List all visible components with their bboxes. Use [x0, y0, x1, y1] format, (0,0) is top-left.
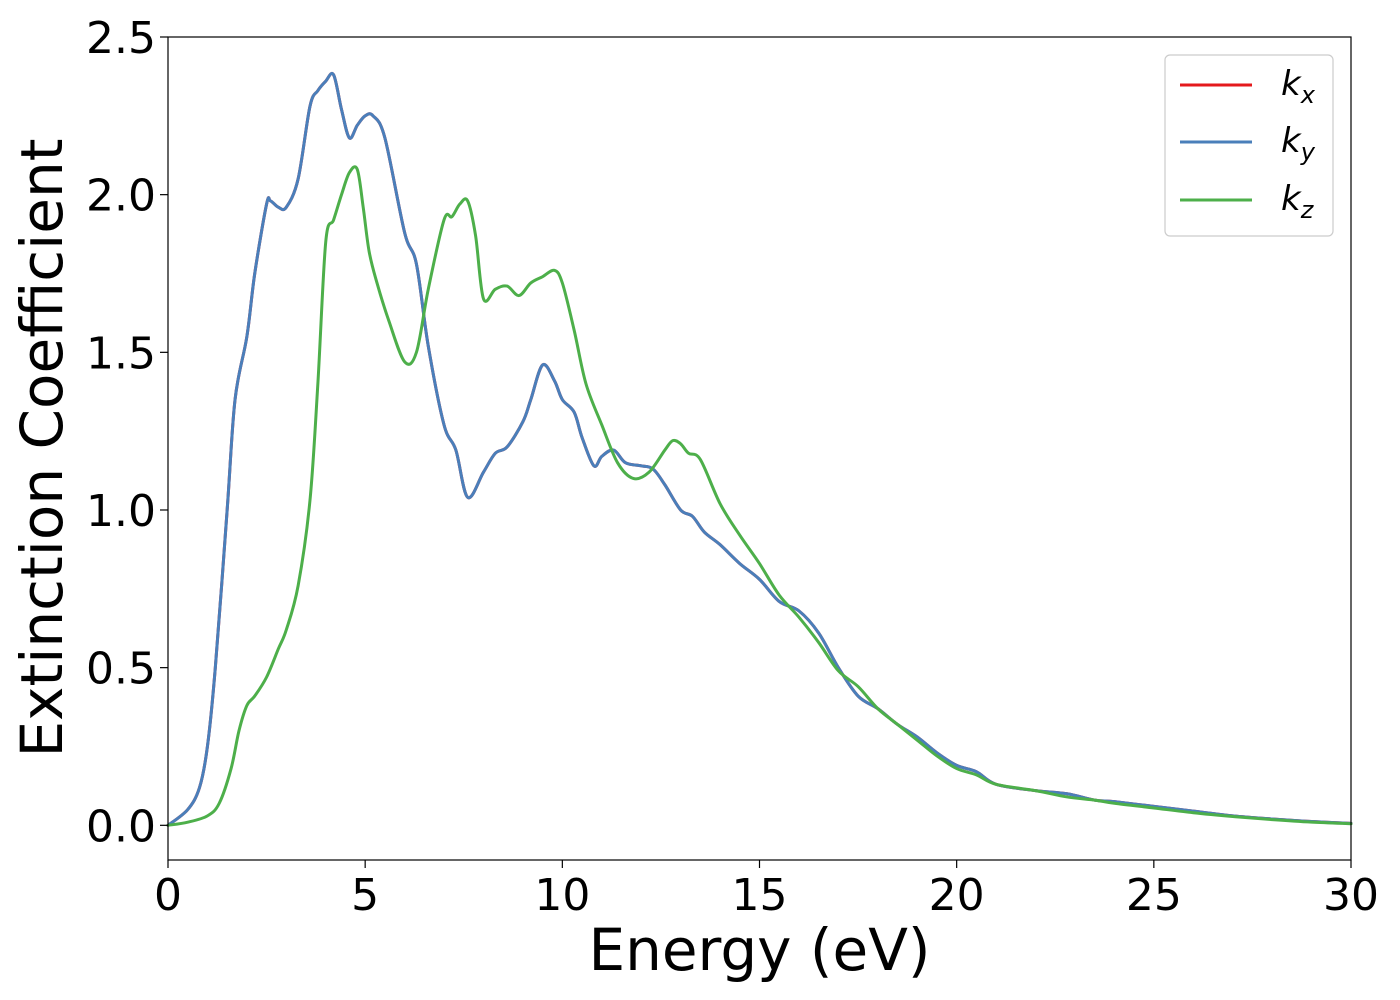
legend-label-kx: kx [1281, 64, 1316, 109]
y-tick-label: 2.0 [86, 171, 156, 222]
y-tick-label: 0.0 [86, 801, 156, 852]
y-axis-label: Extinction Coefficient [8, 139, 76, 758]
series-line-kz [166, 165, 1353, 827]
y-axis-ticks: 0.0 0.5 1.0 1.5 2.0 2.5 [86, 13, 168, 852]
legend-items: kx ky kz [1180, 64, 1316, 224]
x-tick-label: 10 [534, 870, 590, 921]
legend-label-ky: ky [1281, 121, 1316, 166]
x-axis-label: Energy (eV) [588, 916, 930, 984]
x-tick-label: 15 [732, 870, 788, 921]
x-tick-label: 5 [351, 870, 379, 921]
x-tick-label: 30 [1323, 870, 1379, 921]
x-axis-ticks: 0 5 10 15 20 25 30 [154, 860, 1379, 921]
series-line-ky [166, 71, 1353, 827]
legend-frame [1164, 54, 1334, 237]
x-tick-label: 0 [154, 870, 182, 921]
legend-label-kz: kz [1281, 179, 1315, 224]
legend: kx ky kz [1164, 54, 1334, 237]
y-tick-label: 2.5 [86, 13, 156, 64]
y-tick-label: 1.0 [86, 486, 156, 537]
x-tick-label: 25 [1126, 870, 1182, 921]
series-layer [166, 71, 1353, 827]
x-tick-label: 20 [929, 870, 985, 921]
y-tick-label: 0.5 [86, 644, 156, 695]
y-tick-label: 1.5 [86, 328, 156, 379]
